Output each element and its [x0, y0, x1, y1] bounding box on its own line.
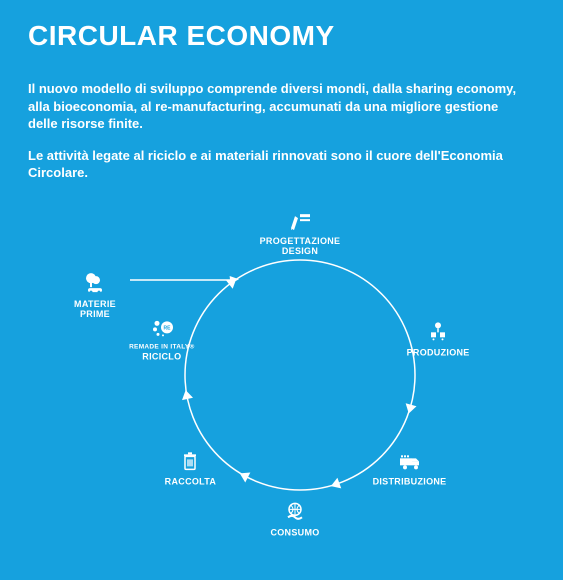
node-design: PROGETTAZIONE DESIGN — [245, 207, 355, 257]
page-title: CIRCULAR ECONOMY — [28, 20, 535, 52]
node-production: PRODUZIONE — [383, 318, 493, 357]
production-icon — [383, 318, 493, 344]
globe-hand-icon — [240, 498, 350, 524]
node-recycle-sublabel: REMADE IN ITALY® — [107, 343, 217, 350]
node-design-label: PROGETTAZIONE DESIGN — [245, 236, 355, 257]
node-distribution-label: DISTRIBUZIONE — [355, 476, 465, 486]
node-collection-label: RACCOLTA — [135, 476, 245, 486]
circular-diagram: PROGETTAZIONE DESIGN PRODUZIONE DISTRIBU… — [0, 200, 563, 580]
description-p2: Le attività legate al riciclo e ai mater… — [28, 147, 518, 182]
truck-icon — [355, 447, 465, 473]
node-recycle: RE REMADE IN ITALY® RICICLO — [107, 314, 217, 361]
svg-text:RE: RE — [163, 325, 171, 331]
pencil-ruler-icon — [245, 207, 355, 233]
description: Il nuovo modello di sviluppo comprende d… — [28, 80, 518, 182]
node-recycle-label: RICICLO — [107, 351, 217, 361]
node-consumption-label: CONSUMO — [240, 527, 350, 537]
node-materie-prime-label: MATERIE PRIME — [40, 299, 150, 320]
node-consumption: CONSUMO — [240, 498, 350, 537]
trash-bin-icon — [135, 447, 245, 473]
tree-car-icon — [40, 270, 150, 296]
node-production-label: PRODUZIONE — [383, 347, 493, 357]
description-p1: Il nuovo modello di sviluppo comprende d… — [28, 80, 518, 133]
node-distribution: DISTRIBUZIONE — [355, 447, 465, 486]
node-materie-prime: MATERIE PRIME — [40, 270, 150, 320]
node-collection: RACCOLTA — [135, 447, 245, 486]
page: CIRCULAR ECONOMY Il nuovo modello di svi… — [0, 0, 563, 568]
